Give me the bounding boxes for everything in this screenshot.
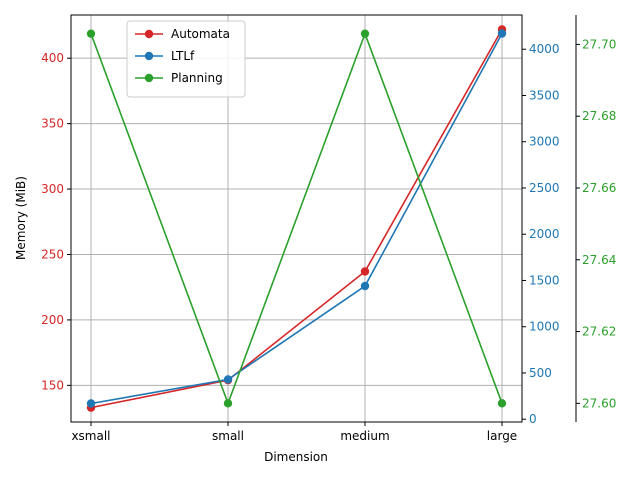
- right-tick-label: 3500: [529, 88, 560, 102]
- right-tick-label: 4000: [529, 42, 560, 56]
- right-tick-label: 500: [529, 366, 552, 380]
- x-axis-label: Dimension: [264, 450, 328, 464]
- data-point-planning: [223, 399, 233, 408]
- right-tick-label: 2000: [529, 227, 560, 241]
- secondary-right-tick-label: 27.60: [582, 396, 616, 410]
- series-line-automata: [90, 29, 503, 409]
- left-tick-label: 350: [41, 117, 64, 131]
- x-tick-label: large: [487, 429, 517, 443]
- right-tick-label: 1500: [529, 273, 560, 287]
- series-layer: [86, 25, 507, 412]
- legend-swatch-marker: [144, 73, 154, 83]
- secondary-right-tick-label: 27.68: [582, 109, 616, 123]
- axes-layer: xsmall small medium large 150 200 250 300 350 400…: [41, 14, 616, 443]
- series-line-planning: [90, 31, 503, 406]
- right-tick-label: 0: [529, 412, 537, 426]
- left-tick-label: 250: [41, 247, 64, 261]
- right-tick-label: 3000: [529, 135, 560, 149]
- series-line-ltlf: [90, 33, 503, 405]
- x-tick-label: small: [212, 429, 244, 443]
- x-tick-label: xsmall: [71, 429, 110, 443]
- data-point-planning: [497, 399, 507, 408]
- left-tick-label: 200: [41, 313, 64, 327]
- data-point-ltlf: [360, 281, 370, 291]
- data-point-planning: [86, 29, 96, 38]
- left-tick-label: 400: [41, 51, 64, 65]
- data-point-automata: [360, 267, 370, 276]
- legend-swatch-marker: [144, 51, 154, 61]
- data-point-ltlf: [223, 375, 233, 384]
- x-tick-label: medium: [340, 429, 389, 443]
- secondary-right-tick-label: 27.66: [582, 181, 616, 195]
- legend-label: Planning: [171, 71, 223, 85]
- data-point-planning: [360, 29, 370, 38]
- left-tick-label: 150: [41, 378, 64, 392]
- legend: Automata LTLf Planning: [126, 20, 246, 98]
- secondary-right-tick-label: 27.64: [582, 253, 616, 267]
- data-point-ltlf: [497, 29, 507, 38]
- legend-label: Automata: [171, 27, 230, 41]
- legend-label: LTLf: [171, 49, 195, 63]
- secondary-right-tick-label: 27.70: [582, 37, 616, 51]
- right-tick-label: 2500: [529, 181, 560, 195]
- right-tick-label: 1000: [529, 320, 560, 334]
- secondary-right-tick-label: 27.62: [582, 325, 616, 339]
- data-point-ltlf: [86, 399, 96, 408]
- plot-frame: [70, 14, 523, 423]
- legend-swatch-marker: [144, 29, 154, 39]
- left-tick-label: 300: [41, 182, 64, 196]
- y-axis-label: Memory (MiB): [14, 176, 28, 260]
